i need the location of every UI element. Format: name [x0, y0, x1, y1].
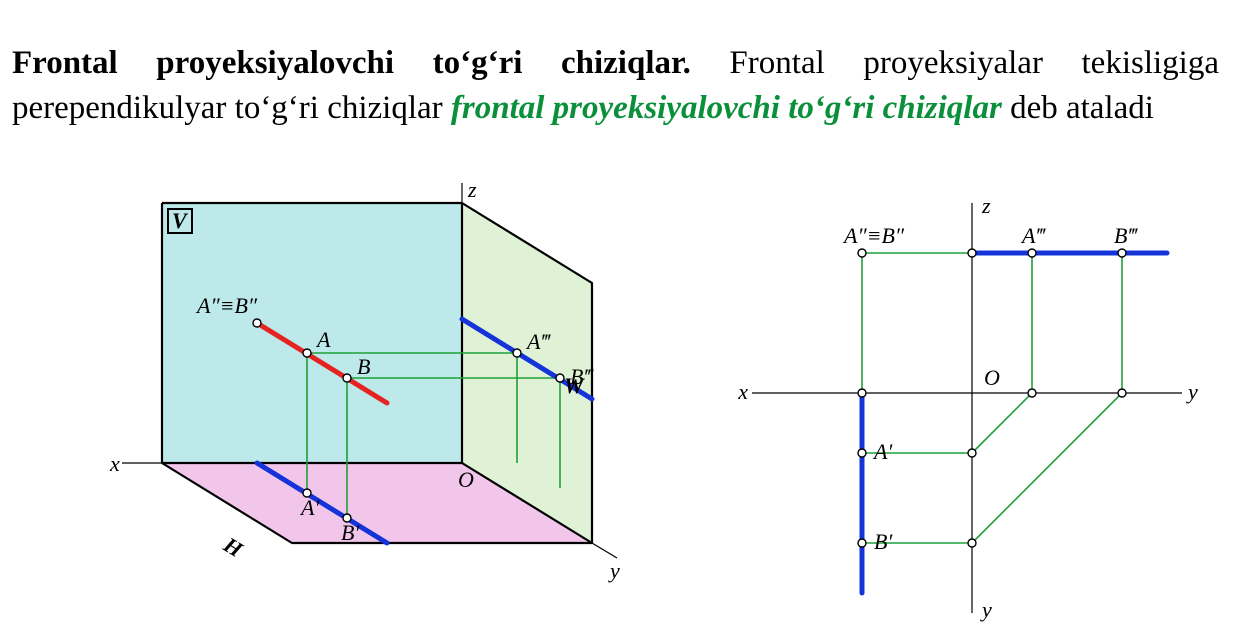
svg-text:A: A: [315, 327, 331, 352]
text-part-4: deb ataladi: [1002, 90, 1154, 126]
svg-text:B: B: [357, 354, 370, 379]
svg-text:A‴: A‴: [1020, 223, 1046, 248]
title-bold: Frontal proyeksiyalovchi to‘g‘ri chiziql…: [12, 45, 691, 81]
svg-text:O: O: [458, 467, 474, 492]
svg-text:y: y: [608, 558, 620, 583]
svg-text:y: y: [1186, 379, 1198, 404]
svg-text:z: z: [981, 193, 991, 218]
svg-text:B′: B′: [874, 529, 893, 554]
svg-text:z: z: [467, 177, 477, 202]
svg-text:B‴: B‴: [1114, 223, 1138, 248]
svg-text:H: H: [219, 531, 248, 562]
figures-container: A″≡B″ABA‴B‴A′B′VWHxyzOA″≡B″A‴B‴A′B′xyzyO: [12, 163, 1219, 633]
svg-text:A‴: A‴: [525, 329, 551, 354]
svg-text:O: O: [984, 365, 1000, 390]
svg-text:V: V: [172, 208, 189, 233]
svg-text:A′: A′: [872, 439, 893, 464]
svg-text:A″≡B″: A″≡B″: [195, 293, 258, 318]
svg-text:W: W: [564, 373, 585, 398]
svg-text:B′: B′: [341, 520, 360, 545]
figures-svg: A″≡B″ABA‴B‴A′B′VWHxyzOA″≡B″A‴B‴A′B′xyzyO: [12, 163, 1247, 633]
svg-text:A″≡B″: A″≡B″: [842, 223, 905, 248]
paragraph: Frontal proyeksiyalovchi to‘g‘ri chiziql…: [12, 41, 1219, 130]
svg-text:x: x: [737, 379, 748, 404]
text-part-3: frontal proyeksiyalovchi to‘g‘ri chiziql…: [451, 90, 1002, 126]
svg-text:A′: A′: [299, 495, 320, 520]
svg-text:x: x: [109, 451, 120, 476]
svg-text:y: y: [980, 597, 992, 622]
